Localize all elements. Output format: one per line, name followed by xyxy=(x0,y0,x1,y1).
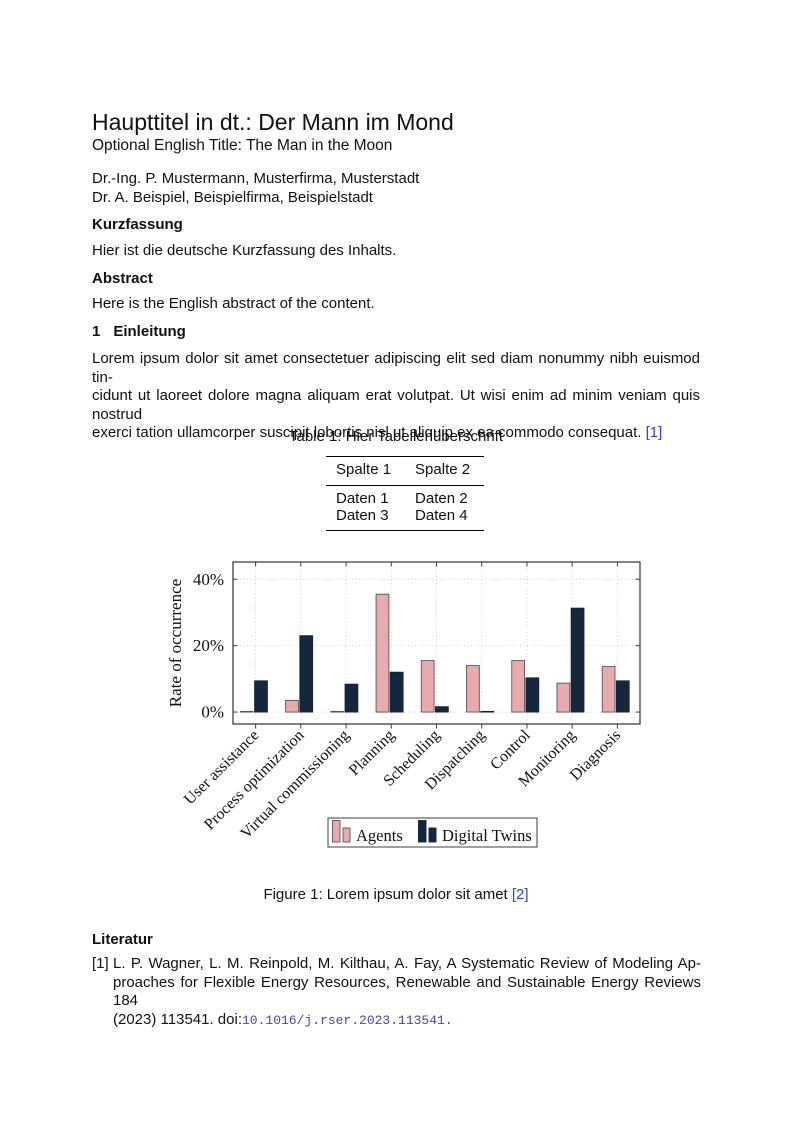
bar-agents-diagnosis xyxy=(601,666,616,713)
y-tick-label: 20% xyxy=(193,636,224,655)
bar-digital-twins-diagnosis xyxy=(615,680,630,713)
bar-agents-monitoring xyxy=(556,682,571,713)
table-row: Daten 1 Daten 2 xyxy=(326,486,484,508)
reference-label: [1] xyxy=(92,955,109,972)
abstract-heading: Abstract xyxy=(92,270,153,287)
y-tick-label: 0% xyxy=(201,703,224,722)
kurzfassung-heading: Kurzfassung xyxy=(92,216,183,233)
bar-digital-twins-user-assistance xyxy=(254,680,268,713)
bar-digital-twins-planning xyxy=(389,671,404,713)
reference-line: (2023) 113541. doi:10.1016/j.rser.2023.1… xyxy=(113,1010,453,1028)
legend-swatch-digital-twins xyxy=(418,820,427,843)
bar-agents-user-assistance xyxy=(239,710,254,713)
author-block: Dr.-Ing. P. Mustermann, Musterfirma, Mus… xyxy=(92,170,419,207)
table-row: Daten 3 Daten 4 xyxy=(326,507,484,531)
intro-line: exerci tation ullamcorper suscipit lobor… xyxy=(92,424,663,442)
bar-agents-dispatching xyxy=(466,665,480,713)
citation-link-2[interactable]: [2] xyxy=(511,886,529,903)
bar-agents-virtual-commissioning xyxy=(330,710,345,713)
bar-agents-planning xyxy=(375,593,390,713)
legend-label-digital-twins: Digital Twins xyxy=(442,826,532,845)
bar-digital-twins-virtual-commissioning xyxy=(344,683,359,713)
figure-caption: Figure 1: Lorem ipsum dolor sit amet [2] xyxy=(263,886,529,903)
kurzfassung-text: Hier ist die deutsche Kurzfassung des In… xyxy=(92,242,397,259)
author-line-2: Dr. A. Beispiel, Beispielfirma, Beispiel… xyxy=(92,188,373,206)
table-cell: Daten 1 xyxy=(336,490,389,507)
bar-agents-control xyxy=(511,660,525,713)
intro-line: cidunt ut laoreet dolore magna aliquam e… xyxy=(92,387,700,423)
table-header-cell: Spalte 1 xyxy=(326,456,406,486)
table-cell: Daten 3 xyxy=(336,507,389,525)
references-heading: Literatur xyxy=(92,931,153,948)
reference-item: L. P. Wagner, L. M. Reinpold, M. Kilthau… xyxy=(113,955,701,1030)
table-caption: Table 1: Hier Tabellenüberschrift xyxy=(288,428,503,445)
legend-swatch-digital-twins xyxy=(428,827,437,843)
bar-agents-process-optimization xyxy=(285,699,299,713)
section-heading-einleitung: 1 Einleitung xyxy=(92,323,186,340)
author-line-1: Dr.-Ing. P. Mustermann, Musterfirma, Mus… xyxy=(92,170,420,187)
y-axis-label: Rate of occurrence xyxy=(166,579,185,707)
bar-digital-twins-control xyxy=(525,677,540,713)
y-tick-label: 40% xyxy=(193,570,224,589)
legend-label-agents: Agents xyxy=(356,826,403,845)
table-cell: Daten 4 xyxy=(415,507,468,525)
table-header-cell: Spalte 2 xyxy=(405,456,485,486)
reference-line: proaches for Flexible Energy Resources, … xyxy=(113,973,701,1010)
legend-swatch-agents xyxy=(332,820,341,843)
citation-link-1[interactable]: [1] xyxy=(645,424,663,442)
bar-digital-twins-scheduling xyxy=(435,706,449,713)
page-subtitle: Optional English Title: The Man in the M… xyxy=(92,137,393,154)
section-number: 1 xyxy=(92,323,101,340)
abstract-text: Here is the English abstract of the cont… xyxy=(92,295,375,312)
section-title: Einleitung xyxy=(113,323,186,340)
bar-digital-twins-dispatching xyxy=(480,710,494,713)
table-cell: Daten 2 xyxy=(415,490,468,507)
doi-link[interactable]: 10.1016/j.rser.2023.113541. xyxy=(242,1012,453,1028)
intro-line: Lorem ipsum dolor sit amet consectetuer … xyxy=(92,350,700,386)
intro-paragraph: Lorem ipsum dolor sit amet consectetuer … xyxy=(92,350,700,443)
data-table: Spalte 1 Spalte 2 Daten 1 Daten 2 Daten … xyxy=(326,456,485,532)
page-title: Haupttitel in dt.: Der Mann im Mond xyxy=(92,109,454,135)
bar-digital-twins-process-optimization xyxy=(299,635,314,713)
legend-swatch-agents xyxy=(342,827,351,843)
bar-digital-twins-monitoring xyxy=(570,607,585,713)
bar-agents-scheduling xyxy=(420,660,435,713)
reference-line: L. P. Wagner, L. M. Reinpold, M. Kilthau… xyxy=(113,955,701,972)
